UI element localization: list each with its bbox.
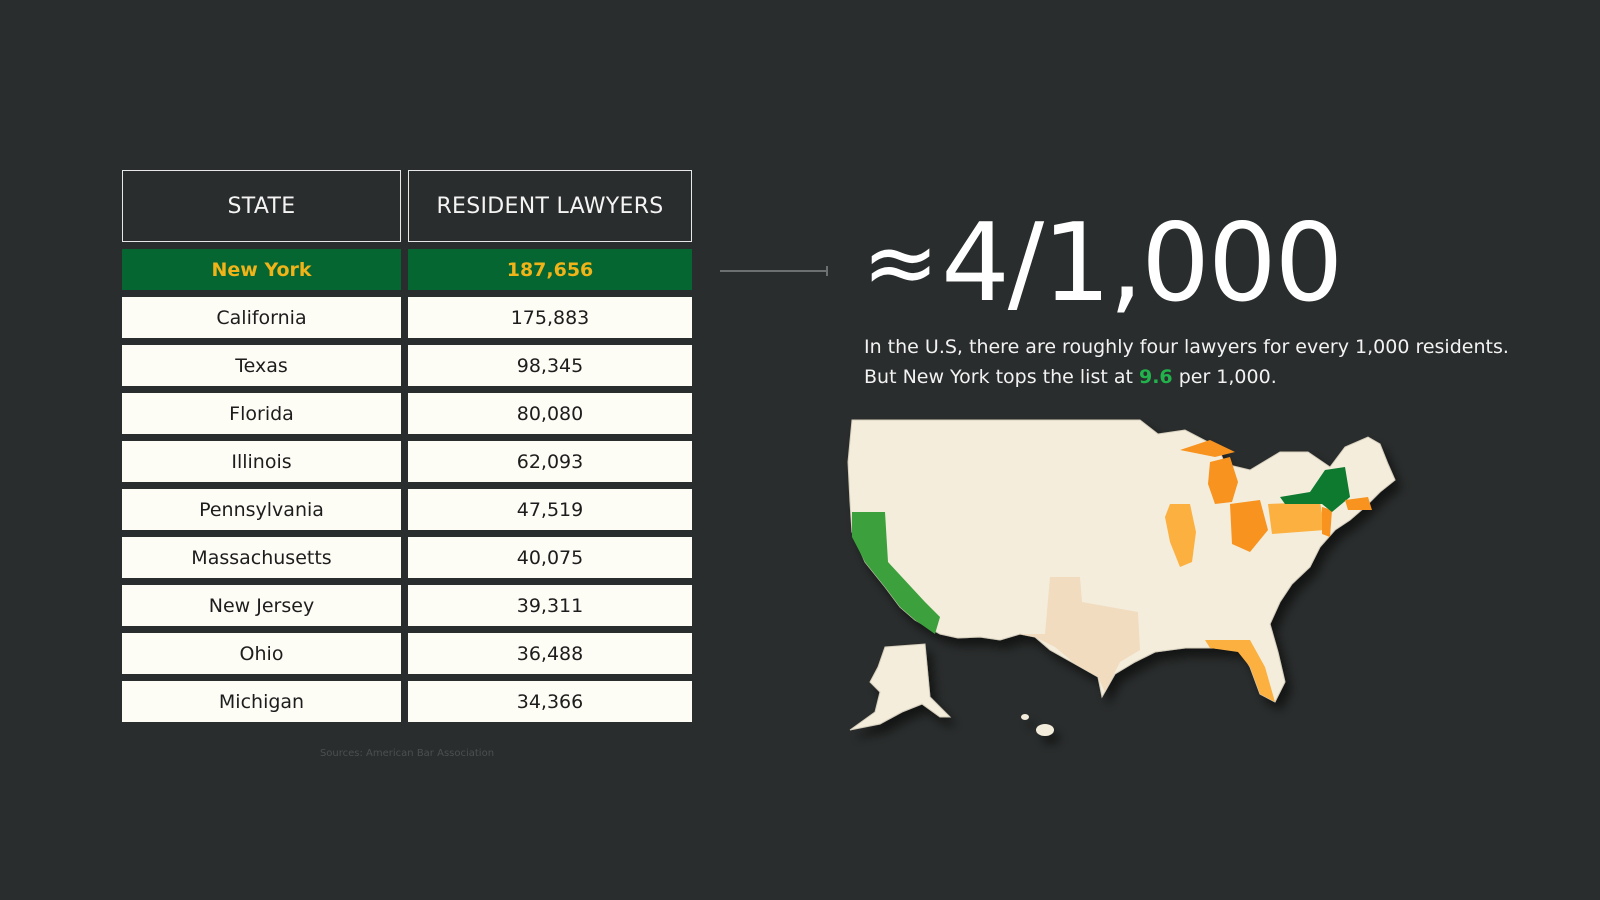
state-california [852,512,940,634]
table-row: New York 187,656 [122,249,692,290]
count-cell: 80,080 [408,393,692,434]
state-cell: Florida [122,393,401,434]
state-new-york [1280,467,1350,512]
description-prefix: But New York tops the list at [864,366,1139,388]
state-pennsylvania [1268,502,1325,534]
alaska [849,643,952,731]
description-suffix: per 1,000. [1172,366,1277,388]
table-row: New Jersey 39,311 [122,585,692,626]
table-row: Massachusetts 40,075 [122,537,692,578]
state-cell: Ohio [122,633,401,674]
count-cell: 40,075 [408,537,692,578]
approx-symbol: ≈ [862,209,939,316]
state-texas [1020,577,1140,692]
header-state: STATE [122,170,401,242]
table-row: Michigan 34,366 [122,681,692,722]
table-row: California 175,883 [122,297,692,338]
state-cell: Massachusetts [122,537,401,578]
state-cell: New York [122,249,401,290]
count-cell: 47,519 [408,489,692,530]
state-cell: Pennsylvania [122,489,401,530]
ny-rate-highlight: 9.6 [1138,366,1173,388]
state-new-jersey [1322,507,1332,537]
connector-arrow [720,266,828,276]
state-cell: Michigan [122,681,401,722]
table-row: Texas 98,345 [122,345,692,386]
state-cell: Illinois [122,441,401,482]
count-cell: 39,311 [408,585,692,626]
description: In the U.S, there are roughly four lawye… [864,332,1564,392]
us-mainland [847,419,1396,703]
state-illinois [1165,504,1196,567]
state-massachusetts [1345,497,1372,510]
ratio-headline: ≈4/1,000 [862,188,1343,339]
count-cell: 175,883 [408,297,692,338]
state-cell: California [122,297,401,338]
count-cell: 36,488 [408,633,692,674]
hawaii [1036,724,1054,736]
table-row: Pennsylvania 47,519 [122,489,692,530]
count-cell: 187,656 [408,249,692,290]
state-ohio [1230,500,1268,552]
table-row: Illinois 62,093 [122,441,692,482]
hawaii-islands [1021,714,1029,720]
us-map [847,419,1396,736]
description-line-2: But New York tops the list at 9.6 per 1,… [864,362,1564,392]
lawyers-table: STATE RESIDENT LAWYERS New York 187,656 … [122,170,692,722]
description-line-1: In the U.S, there are roughly four lawye… [864,336,1509,358]
state-cell: Texas [122,345,401,386]
count-cell: 98,345 [408,345,692,386]
header-resident-lawyers: RESIDENT LAWYERS [408,170,692,242]
table-header-row: STATE RESIDENT LAWYERS [122,170,692,242]
state-cell: New Jersey [122,585,401,626]
table-row: Florida 80,080 [122,393,692,434]
count-cell: 62,093 [408,441,692,482]
count-cell: 34,366 [408,681,692,722]
table-row: Ohio 36,488 [122,633,692,674]
state-michigan [1180,440,1238,504]
state-florida [1205,640,1275,702]
source-note: Sources: American Bar Association [319,748,495,759]
ratio-value: 4/1,000 [941,201,1343,326]
